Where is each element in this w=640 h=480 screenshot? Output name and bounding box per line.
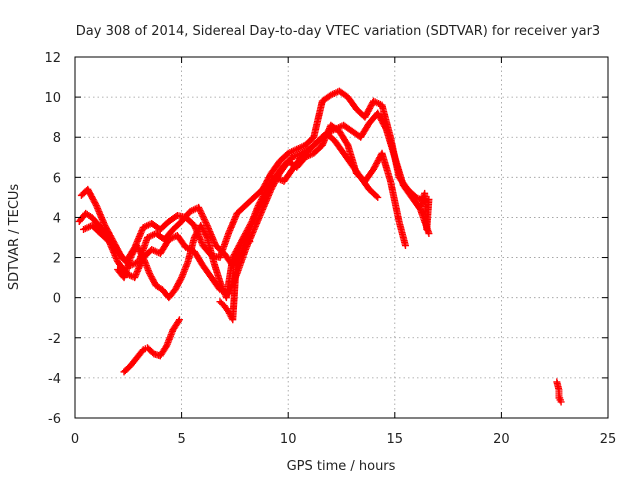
data-point <box>555 394 563 402</box>
y-tick-label: 2 <box>53 252 61 267</box>
y-tick-label: -4 <box>48 372 61 387</box>
x-axis-label: GPS time / hours <box>287 459 396 474</box>
x-tick-label: 0 <box>71 432 79 447</box>
y-axis-label: SDTVAR / TECUs <box>7 184 22 291</box>
data-point <box>374 193 382 201</box>
data-point <box>425 229 433 237</box>
x-tick-label: 20 <box>493 432 510 447</box>
data-point <box>425 195 433 203</box>
y-tick-labels: -6 -4 -2 0 2 4 6 8 10 12 <box>44 51 61 427</box>
data-point <box>162 343 170 351</box>
x-tick-label: 15 <box>387 432 404 447</box>
y-tick-label: 4 <box>53 211 61 226</box>
y-tick-label: 10 <box>44 91 61 106</box>
data-point <box>373 192 381 200</box>
data-points <box>75 87 565 406</box>
plot-frame <box>74 56 609 419</box>
data-point <box>202 220 210 228</box>
x-tick-labels: 0 5 10 15 20 25 <box>71 432 616 447</box>
x-tick-label: 10 <box>280 432 297 447</box>
data-point <box>177 275 185 283</box>
y-tick-label: 8 <box>53 131 61 146</box>
data-point <box>138 252 146 260</box>
y-tick-label: 0 <box>53 292 61 307</box>
data-point <box>202 232 210 240</box>
y-tick-label: -6 <box>48 412 61 427</box>
data-point <box>401 242 409 250</box>
y-tick-label: 12 <box>44 51 61 66</box>
x-tick-label: 5 <box>177 432 185 447</box>
chart-title: Day 308 of 2014, Sidereal Day-to-day VTE… <box>76 24 600 39</box>
y-tick-label: -2 <box>48 332 61 347</box>
data-point <box>247 219 255 227</box>
data-point <box>175 317 183 325</box>
x-tick-label: 25 <box>600 432 617 447</box>
data-point <box>175 316 183 324</box>
data-point <box>246 238 254 246</box>
y-tick-label: 6 <box>53 171 61 186</box>
